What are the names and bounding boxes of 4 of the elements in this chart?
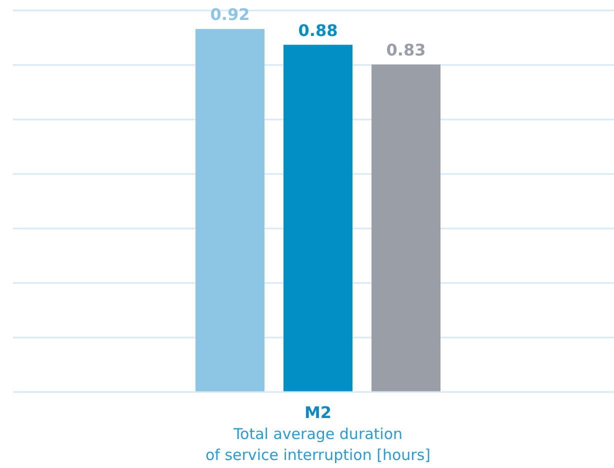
data-label: 0.83 bbox=[386, 40, 426, 60]
data-label: 0.88 bbox=[298, 20, 338, 40]
data-label: 0.92 bbox=[210, 5, 250, 24]
x-axis-title: M2 Total average duration of service interruption [hours] bbox=[206, 403, 430, 464]
